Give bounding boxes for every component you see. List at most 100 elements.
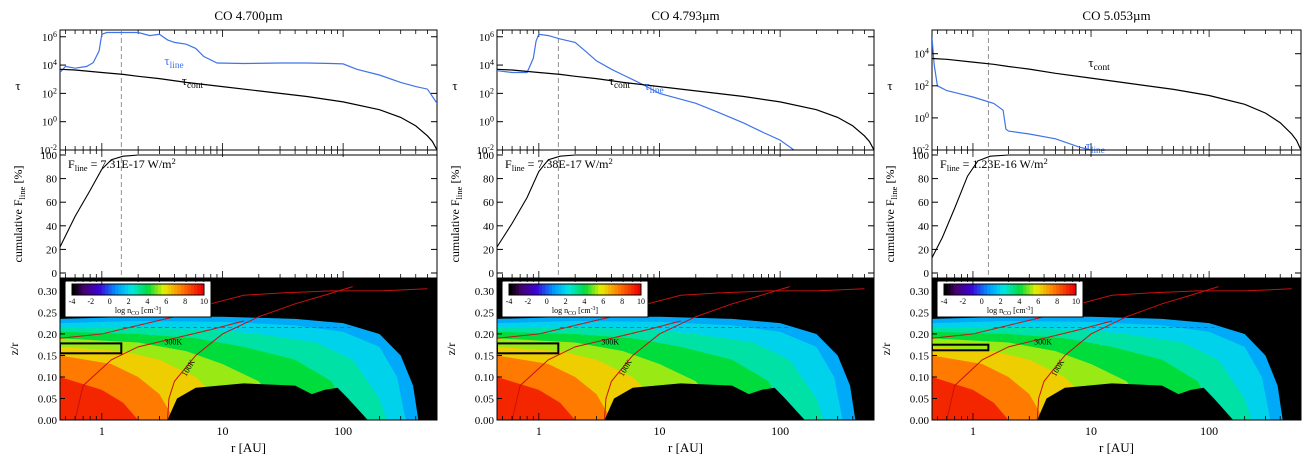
colorbar-segment	[611, 284, 616, 295]
colorbar-segment	[1043, 284, 1047, 295]
colorbar-segment	[637, 284, 642, 295]
colorbar-segment	[627, 284, 632, 295]
tau-y-tick-label: 104	[914, 47, 929, 61]
colorbar-segment	[177, 284, 182, 295]
flux-y-tick-label: 100	[478, 150, 495, 162]
flux-y-axis-label: cumulative Fline [%]	[11, 166, 27, 263]
colorbar-segment	[990, 284, 994, 295]
chart-title: CO 5.053µm	[1082, 8, 1150, 23]
colorbar-segment	[598, 284, 602, 295]
map-y-tick-label: 0.00	[475, 415, 495, 427]
colorbar-segment	[1010, 284, 1014, 295]
flux-y-tick-label: 80	[483, 174, 495, 186]
colorbar-frame	[508, 283, 642, 296]
x-tick-label: 1	[99, 424, 105, 438]
colorbar-segment	[980, 284, 985, 295]
x-tick-label: 1	[970, 424, 976, 438]
map-y-tick-label: 0.05	[910, 393, 930, 405]
colorbar-tick-label: 2	[127, 297, 131, 306]
tau-y-tick-label: 100	[479, 115, 494, 129]
tau-panel: 10-2 100 102 104 106 τ τline τcont	[15, 29, 438, 157]
colorbar-segment	[970, 284, 975, 295]
colorbar-segment	[1026, 284, 1031, 295]
map-y-tick-label: 0.25	[910, 307, 930, 319]
colorbar-segment	[1036, 284, 1041, 295]
colorbar-segment	[105, 284, 109, 295]
colorbar-segment	[621, 284, 625, 295]
colorbar-segment	[187, 284, 192, 295]
colorbar-segment	[118, 284, 122, 295]
map-y-tick-label: 0.00	[910, 415, 930, 427]
tau-y-tick-label: 102	[42, 87, 57, 101]
colorbar-segment	[525, 284, 530, 295]
temperature-contour	[166, 286, 353, 420]
flux-frame	[496, 149, 875, 279]
flux-panel: 0 20 40 60 80 100 cumulative Fline [%] Fline = …	[11, 149, 438, 280]
colorbar-segment	[134, 284, 139, 295]
flux-y-tick-label: 80	[46, 174, 58, 186]
cumulative-flux-series	[931, 154, 1301, 258]
flux-y-tick-label: 0	[52, 268, 58, 280]
tau-y-axis-label: τ	[15, 78, 20, 93]
colorbar-segment	[983, 284, 988, 295]
colorbar-segment	[157, 284, 162, 295]
colorbar-tick-label: -4	[506, 297, 513, 306]
map-y-tick-label: 0.15	[475, 350, 495, 362]
colorbar-tick-label: 2	[564, 297, 568, 306]
flux-frame	[931, 149, 1302, 279]
density-band	[932, 376, 1009, 420]
colorbar-frame	[71, 283, 205, 296]
colorbar-segment	[515, 284, 520, 295]
map-y-axis-label: z/r	[879, 343, 893, 356]
colorbar-segment	[190, 284, 195, 295]
colorbar-segment	[617, 284, 622, 295]
colorbar-segment	[154, 284, 159, 295]
tau-cont-series	[60, 68, 437, 150]
map-y-tick-label: 0.10	[475, 372, 495, 384]
colorbar-tick-label: 10	[1072, 297, 1080, 306]
map-y-tick-label: 0.15	[38, 350, 58, 362]
x-tick-label: 100	[771, 424, 789, 438]
contour-label: 100K	[659, 288, 677, 297]
tau-y-tick-label: 104	[479, 58, 494, 72]
colorbar-segment	[963, 284, 968, 295]
colorbar-segment	[581, 284, 586, 295]
colorbar-segment	[953, 284, 958, 295]
flux-y-tick-label: 40	[918, 221, 930, 233]
colorbar-tick-label: 6	[601, 297, 605, 306]
colorbar-segment	[131, 284, 136, 295]
map-y-axis-label: z/r	[444, 343, 458, 356]
contour-label: 300K	[1034, 338, 1052, 347]
flux-y-tick-label: 20	[483, 244, 495, 256]
colorbar-segment	[1016, 284, 1021, 295]
colorbar-segment	[960, 284, 965, 295]
map-y-tick-label: 0.15	[910, 350, 930, 362]
tau-line-series	[60, 31, 437, 104]
colorbar-segment	[944, 284, 948, 295]
colorbar-segment	[561, 284, 566, 295]
map-y-tick-label: 0.10	[910, 372, 930, 384]
cumulative-flux-series	[496, 154, 874, 248]
contour-label: 300K	[601, 338, 619, 347]
tau-line-series	[932, 37, 1092, 150]
x-tick-label: 1	[536, 424, 542, 438]
flux-y-axis-label: cumulative Fline [%]	[883, 166, 899, 263]
tau-y-tick-label: 10-2	[476, 143, 494, 157]
colorbar-label: log nCO [cm-3]	[987, 306, 1033, 317]
map-y-axis-label: z/r	[7, 343, 21, 356]
colorbar-tick-label: -2	[88, 297, 95, 306]
colorbar-segment	[518, 284, 523, 295]
colorbar-segment	[1019, 284, 1024, 295]
colorbar-tick-label: -4	[941, 297, 948, 306]
colorbar-tick-label: -2	[525, 297, 532, 306]
colorbar-segment	[571, 284, 576, 295]
temperature-contour	[1036, 286, 1219, 420]
colorbar-segment	[568, 284, 573, 295]
flux-y-tick-label: 100	[41, 150, 58, 162]
emission-region-box	[932, 343, 990, 352]
